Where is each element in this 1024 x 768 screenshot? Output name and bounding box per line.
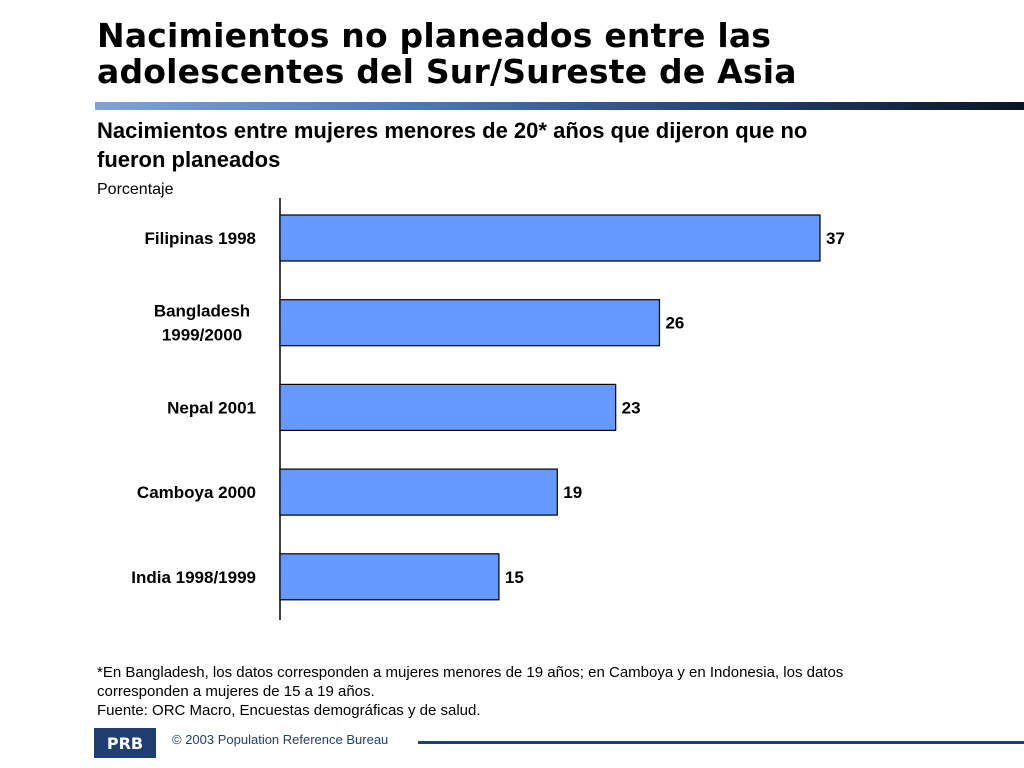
category-label-4: India 1998/1999	[131, 568, 256, 587]
prb-logo-icon: PRB	[107, 734, 143, 753]
source-line: Fuente: ORC Macro, Encuestas demográfica…	[97, 702, 481, 719]
subtitle-line-1: Nacimientos entre mujeres menores de 20*…	[97, 118, 808, 143]
bar-value-label-3: 19	[563, 483, 582, 502]
prb-logo-text: PRB	[107, 734, 143, 753]
category-label-3: Camboya 2000	[137, 483, 256, 502]
footnote-line-1: *En Bangladesh, los datos corresponden a…	[97, 664, 844, 681]
category-label-1-line-1: 1999/2000	[162, 326, 242, 345]
bar-chart: 37 Filipinas 1998 26 Bangladesh 1999/2000 23 N…	[0, 190, 1024, 635]
bar-value-label-2: 23	[622, 398, 641, 417]
bar-0	[279, 214, 821, 262]
category-label-0: Filipinas 1998	[145, 229, 257, 248]
bar-value-label-1: 26	[665, 314, 684, 333]
title-line-2: adolescentes del Sur/Sureste de Asia	[97, 52, 797, 91]
bar-4	[279, 553, 500, 601]
bar-3	[279, 468, 558, 516]
prb-logo: PRB	[94, 728, 156, 758]
bar-chart-svg: 37 Filipinas 1998 26 Bangladesh 1999/2000 23 N…	[131, 198, 845, 620]
bar-2	[279, 383, 617, 431]
slide-title: Nacimientos no planeados entre las adole…	[97, 18, 997, 90]
footer-divider	[418, 741, 1024, 744]
copyright-text: © 2003 Population Reference Bureau	[172, 732, 389, 747]
category-label-2: Nepal 2001	[167, 398, 256, 417]
bar-1	[279, 299, 661, 347]
subtitle-line-2: fueron planeados	[97, 147, 281, 172]
chart-subtitle: Nacimientos entre mujeres menores de 20*…	[97, 116, 977, 174]
chart-axis-label: Porcentaje	[97, 181, 174, 198]
bar-value-label-4: 15	[505, 568, 524, 587]
bar-value-label-0: 37	[826, 229, 845, 248]
title-line-1: Nacimientos no planeados entre las	[97, 16, 772, 55]
category-label-1-line-0: Bangladesh	[154, 302, 250, 321]
title-divider	[95, 102, 1024, 110]
footnote-line-2: corresponden a mujeres de 15 a 19 años.	[97, 683, 375, 700]
footnote: *En Bangladesh, los datos corresponden a…	[97, 663, 977, 720]
